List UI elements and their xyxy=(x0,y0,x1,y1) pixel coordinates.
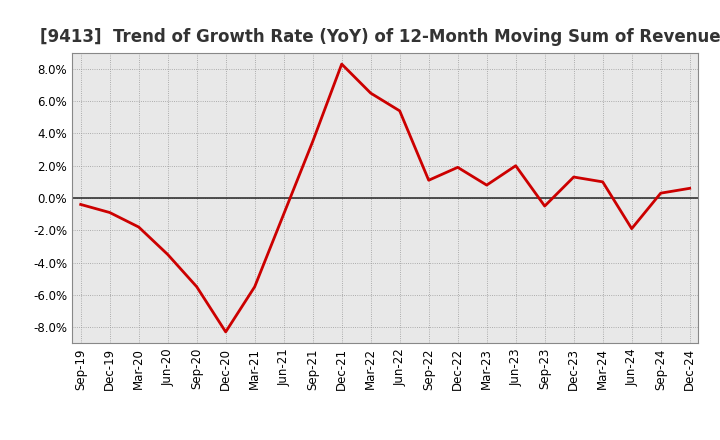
Title: [9413]  Trend of Growth Rate (YoY) of 12-Month Moving Sum of Revenues: [9413] Trend of Growth Rate (YoY) of 12-… xyxy=(40,28,720,46)
